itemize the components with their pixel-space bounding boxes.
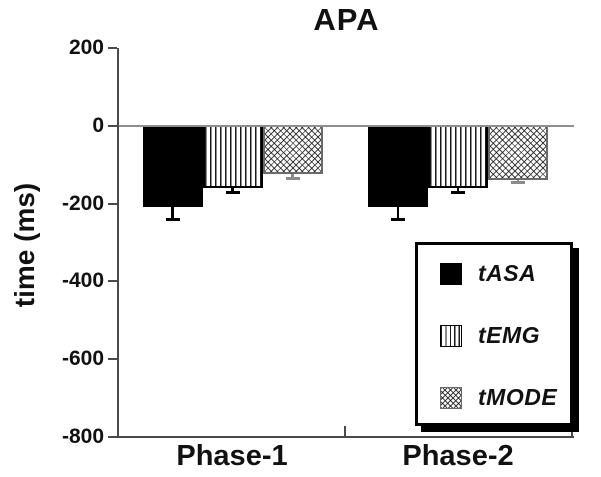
legend-item-temg: tEMG — [418, 322, 570, 349]
bar-tMODE-Phase-1 — [262, 124, 323, 175]
error-bar-tEMG-Phase-1 — [231, 188, 234, 192]
error-bar-tASA-Phase-2 — [396, 207, 400, 220]
y-tick-mark — [108, 202, 117, 205]
error-cap-tMODE-Phase-1 — [285, 177, 300, 181]
y-tick-label: -400 — [61, 269, 104, 293]
legend-label-temg: tEMG — [478, 322, 541, 348]
y-tick-label: 200 — [68, 36, 104, 59]
y-tick-label: -800 — [61, 425, 104, 448]
legend-swatch-tmode-icon — [440, 386, 462, 409]
legend-item-tasa: tASA — [418, 260, 570, 287]
error-bar-tEMG-Phase-2 — [456, 188, 460, 192]
bar-tASA-Phase-2 — [368, 124, 428, 208]
x-category-phase-2: Phase-2 — [402, 440, 514, 472]
error-bar-tMODE-Phase-1 — [291, 174, 294, 179]
zero-line — [119, 124, 574, 127]
legend-item-tmode: tMODE — [418, 384, 570, 411]
y-tick-label: 0 — [92, 113, 104, 137]
y-axis-line — [117, 48, 119, 438]
error-cap-tEMG-Phase-2 — [451, 190, 465, 194]
x-category-phase-1: Phase-1 — [176, 440, 288, 472]
y-tick-mark — [108, 124, 117, 127]
bar-tASA-Phase-1 — [142, 124, 203, 208]
bar-tEMG-Phase-2 — [428, 124, 488, 189]
legend-label-tasa: tASA — [478, 260, 537, 286]
bar-tMODE-Phase-2 — [488, 124, 548, 181]
y-tick-mark — [108, 280, 117, 283]
y-tick-mark — [108, 47, 117, 49]
error-cap-tASA-Phase-1 — [165, 218, 180, 222]
y-tick-label: -200 — [61, 191, 104, 215]
chart-title: APA — [313, 2, 380, 37]
error-cap-tASA-Phase-2 — [391, 218, 405, 222]
legend-label-tmode: tMODE — [478, 384, 558, 410]
error-bar-tASA-Phase-1 — [171, 207, 174, 220]
x-axis-end-tick — [571, 430, 573, 436]
legend: tASA tEMG tMODE — [415, 242, 573, 426]
legend-swatch-temg-icon — [440, 324, 462, 347]
y-tick-mark — [108, 358, 117, 361]
error-cap-tEMG-Phase-1 — [225, 190, 240, 194]
legend-swatch-tasa-icon — [440, 262, 462, 285]
x-axis-line — [117, 436, 574, 438]
bar-tEMG-Phase-1 — [202, 124, 263, 189]
y-tick-mark — [108, 436, 117, 438]
error-cap-tMODE-Phase-2 — [511, 181, 525, 185]
y-tick-label: -600 — [61, 347, 104, 371]
x-axis-mid-tick — [344, 426, 346, 436]
